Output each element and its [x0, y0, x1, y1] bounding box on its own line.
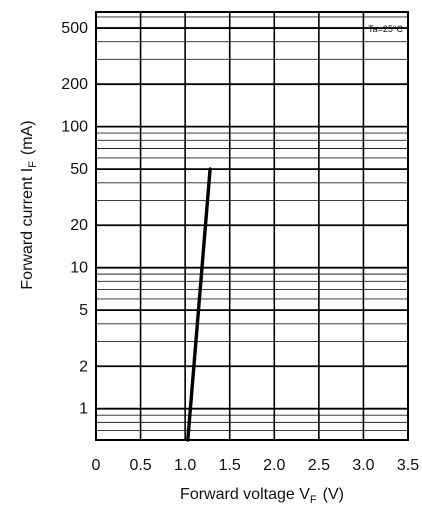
y-tick-label: 5: [79, 302, 88, 319]
y-axis-ticks: 1 2 5 10 20 50 100 200 500: [61, 20, 88, 418]
x-tick-label: 1.5: [219, 457, 241, 474]
y-tick-label: 200: [61, 76, 88, 93]
series-layer: [186, 167, 212, 442]
x-tick-label: 0.5: [129, 457, 151, 474]
y-tick-label: 1: [79, 401, 88, 418]
y-axis-label-unit: (mA): [19, 120, 36, 155]
x-axis-label: Forward voltage VF (V): [180, 486, 344, 506]
x-axis-ticks: 0 0.5 1.0 1.5 2.0 2.5 3.0 3.5: [92, 457, 420, 474]
x-tick-label: 2.0: [263, 457, 285, 474]
x-tick-label: 3.5: [397, 457, 419, 474]
y-tick-label: 500: [61, 20, 88, 37]
y-tick-label: 20: [70, 217, 88, 234]
x-tick-label: 0: [92, 457, 101, 474]
x-tick-label: 3.0: [352, 457, 374, 474]
x-axis-label-text: Forward voltage V: [180, 486, 310, 503]
y-tick-label: 100: [61, 119, 88, 136]
y-axis-label-text: Forward current I: [19, 168, 36, 290]
temperature-annotation: Ta=25°C: [368, 24, 403, 34]
grid: [95, 12, 409, 441]
y-tick-label: 2: [79, 358, 88, 375]
forward-current-curve: [186, 167, 212, 442]
y-tick-label: 10: [70, 260, 88, 277]
plot-frame: [95, 11, 409, 441]
y-axis-label-subscript: F: [27, 161, 39, 168]
x-axis-label-unit: (V): [323, 486, 344, 503]
x-axis-label-subscript: F: [310, 494, 317, 506]
x-tick-label: 2.5: [308, 457, 330, 474]
x-tick-label: 1.0: [174, 457, 196, 474]
y-tick-label: 50: [70, 161, 88, 178]
y-axis-label: Forward current IF (mA): [19, 120, 39, 289]
